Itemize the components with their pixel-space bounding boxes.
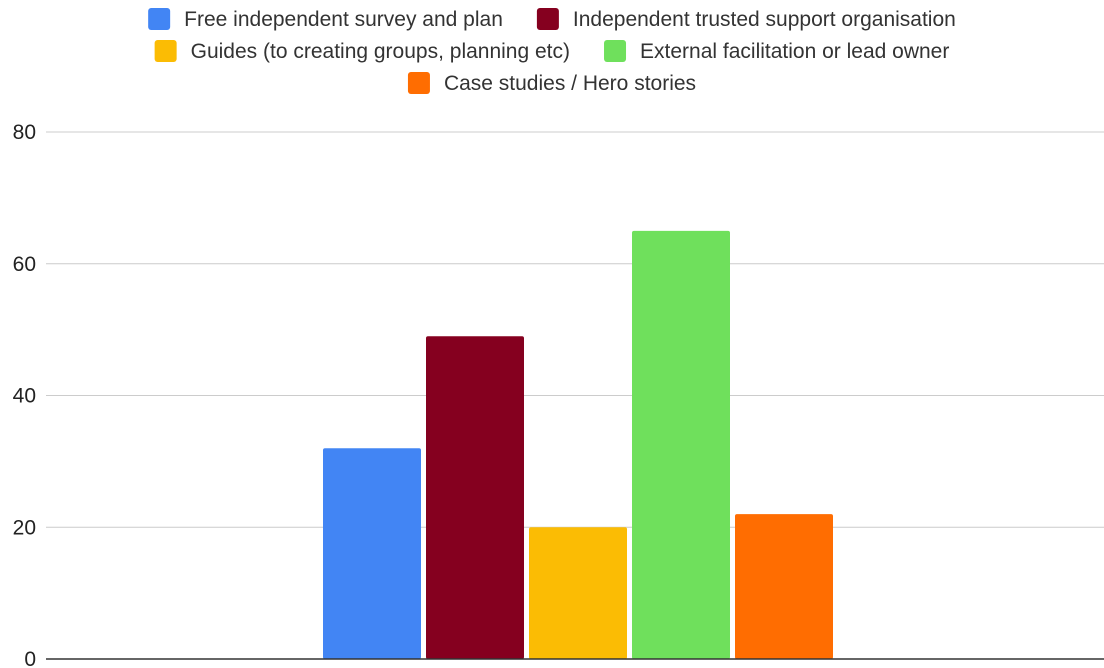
legend-swatch-1 <box>148 8 171 30</box>
y-tick-label: 40 <box>13 385 36 408</box>
legend-swatch-5 <box>407 72 430 94</box>
bars <box>323 230 833 659</box>
y-tick-label: 80 <box>13 121 36 144</box>
y-axis: 0 20 40 60 80 <box>13 121 36 668</box>
legend-label-5: Case studies / Hero stories <box>444 72 696 95</box>
legend-label-2: Independent trusted support organisation <box>573 8 956 31</box>
legend-label-3: Guides (to creating groups, planning etc… <box>191 40 570 63</box>
legend-label-1: Free independent survey and plan <box>184 8 503 31</box>
legend-label-4: External facilitation or lead owner <box>640 40 949 63</box>
gridlines <box>46 131 1104 528</box>
bar-series-4[interactable] <box>632 230 730 659</box>
legend-swatch-4 <box>604 40 627 62</box>
bar-series-2[interactable] <box>426 336 524 659</box>
legend: Free independent survey and plan Independ… <box>148 8 956 95</box>
y-tick-label: 60 <box>13 253 36 276</box>
legend-swatch-2 <box>536 8 559 30</box>
bar-series-3[interactable] <box>529 527 627 659</box>
y-tick-label: 20 <box>13 516 36 539</box>
bar-series-1[interactable] <box>323 448 421 659</box>
y-tick-label: 0 <box>24 648 36 668</box>
legend-swatch-3 <box>154 40 177 62</box>
bar-series-5[interactable] <box>735 514 833 659</box>
